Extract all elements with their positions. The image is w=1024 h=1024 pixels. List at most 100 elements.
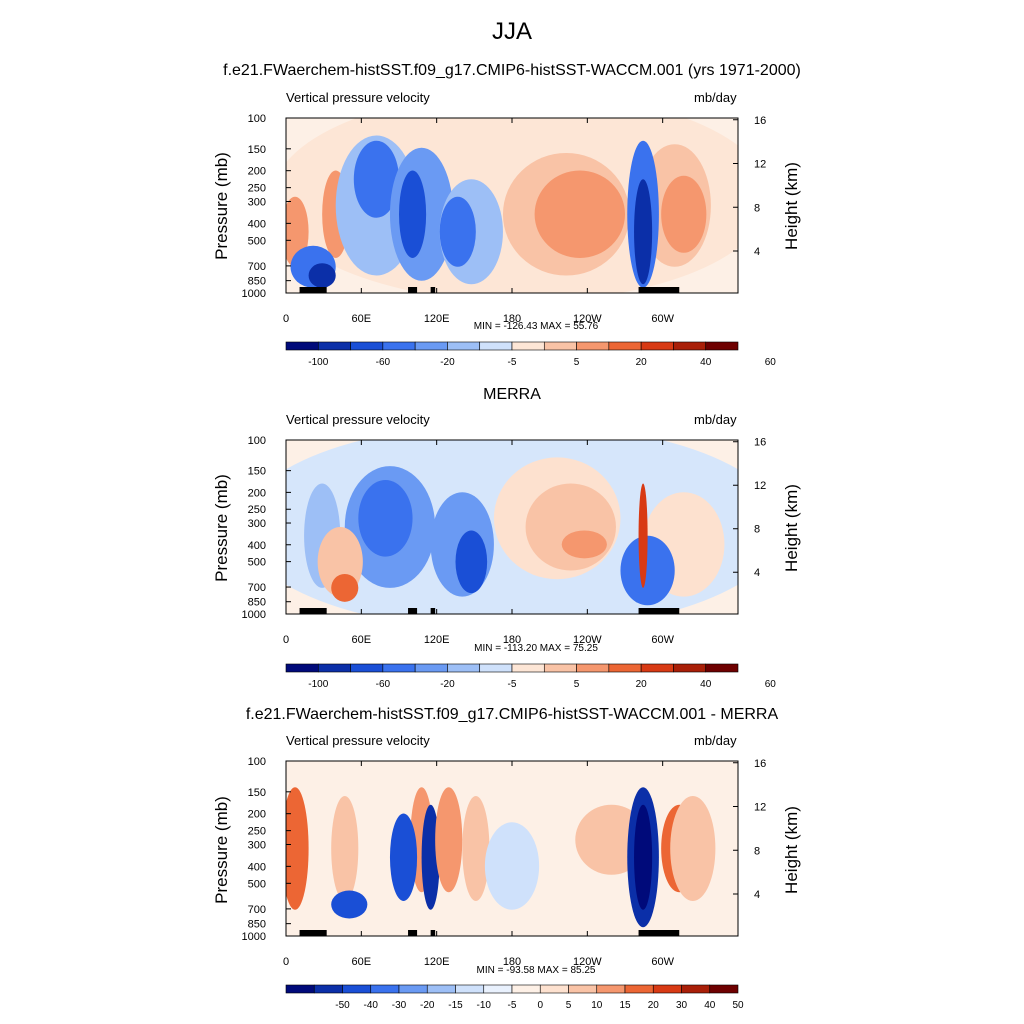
- colorbar-box: [370, 984, 400, 994]
- panel-1-y2label: Height (km): [782, 162, 801, 250]
- y-tick-label: 1000: [242, 609, 266, 621]
- y2-tick-label: 4: [754, 246, 760, 258]
- y-tick-label: 400: [248, 540, 266, 552]
- contour-region: [331, 890, 368, 919]
- colorbar-label: -50: [335, 1000, 350, 1011]
- land-mask: [430, 608, 436, 614]
- colorbar-box: [285, 341, 319, 351]
- colorbar-box: [576, 341, 610, 351]
- contour-region: [331, 796, 359, 901]
- y-tick-label: 850: [248, 597, 266, 609]
- y-tick-label: 400: [248, 218, 266, 230]
- plot-frame: [285, 117, 739, 294]
- colorbar-label: -15: [448, 1000, 463, 1011]
- x-tick-label: 0: [283, 634, 289, 646]
- land-mask: [430, 287, 436, 293]
- y-tick-label: 150: [248, 144, 266, 156]
- colorbar-label: 60: [765, 679, 777, 690]
- colorbar-box: [285, 984, 315, 994]
- colorbar-box: [511, 341, 545, 351]
- contour-field: [286, 440, 738, 614]
- contour-region: [634, 804, 653, 910]
- contour-region: [627, 787, 659, 928]
- colorbar-label: -5: [508, 679, 517, 690]
- panel-1-minmax: MIN = -126.43 MAX = 55.76: [473, 321, 599, 332]
- plot-background: [286, 118, 738, 293]
- colorbar-label: 15: [619, 1000, 631, 1011]
- contour-region: [317, 527, 363, 597]
- y-tick-label: 300: [248, 518, 266, 530]
- colorbar-box: [543, 341, 577, 351]
- colorbar-box: [640, 341, 674, 351]
- contour-region: [493, 457, 621, 580]
- colorbar-box: [576, 663, 610, 673]
- contour-region: [661, 175, 707, 253]
- colorbar-box: [543, 663, 577, 673]
- contour-region: [455, 530, 488, 594]
- colorbar-label: 5: [566, 1000, 572, 1011]
- colorbar-label: -5: [508, 1000, 517, 1011]
- colorbar-label: 0: [537, 1000, 543, 1011]
- contour-field: [286, 761, 738, 936]
- colorbar-box: [382, 663, 416, 673]
- panel-2-ylabel: Pressure (mb): [212, 474, 231, 582]
- colorbar-label: 40: [704, 1000, 716, 1011]
- contour-region: [358, 480, 413, 557]
- panel-1-ylabel: Pressure (mb): [212, 152, 231, 260]
- contour-region: [286, 196, 309, 267]
- land-mask: [408, 608, 418, 614]
- land-mask: [430, 930, 436, 936]
- contour-region: [308, 263, 336, 288]
- land-mask: [408, 930, 418, 936]
- colorbar-box: [511, 663, 545, 673]
- colorbar-label: -60: [376, 679, 391, 690]
- contour-region: [399, 170, 427, 258]
- colorbar-box: [447, 341, 481, 351]
- colorbar-box: [398, 984, 428, 994]
- y-tick-label: 250: [248, 826, 266, 838]
- panel-3-y2label: Height (km): [782, 806, 801, 894]
- contour-region: [344, 466, 436, 588]
- y-tick-label: 100: [248, 435, 266, 447]
- land-mask: [638, 608, 680, 614]
- contour-region: [439, 179, 503, 285]
- contour-region: [534, 170, 625, 258]
- colorbar-box: [414, 341, 448, 351]
- y-tick-label: 850: [248, 919, 266, 931]
- y-tick-label: 200: [248, 809, 266, 821]
- colorbar-box: [673, 341, 707, 351]
- y-tick-label: 700: [248, 261, 266, 273]
- plot-background: [286, 440, 738, 614]
- contour-region: [627, 140, 659, 288]
- contour-region: [286, 761, 738, 936]
- contour-region: [322, 170, 350, 258]
- colorbar-label: 5: [574, 357, 580, 368]
- land-mask: [299, 608, 327, 614]
- colorbar-box: [483, 984, 513, 994]
- y2-tick-label: 16: [754, 115, 766, 127]
- y2-tick-label: 8: [754, 202, 760, 214]
- y2-tick-label: 16: [754, 437, 766, 449]
- y-tick-label: 400: [248, 861, 266, 873]
- contour-region: [389, 147, 454, 281]
- plot-frame: [285, 760, 739, 937]
- panel-2-left-string: Vertical pressure velocity: [286, 412, 430, 427]
- panel-2-minmax: MIN = -113.20 MAX = 75.25: [474, 643, 598, 654]
- colorbar-box: [608, 663, 642, 673]
- contour-region: [484, 822, 540, 910]
- colorbar-box: [447, 663, 481, 673]
- y2-tick-label: 4: [754, 889, 760, 901]
- y-tick-label: 500: [248, 878, 266, 890]
- colorbar-label: -100: [308, 679, 328, 690]
- colorbar-label: -40: [364, 1000, 379, 1011]
- colorbar-label: -20: [440, 357, 455, 368]
- contour-region: [286, 440, 738, 614]
- y2-tick-label: 12: [754, 159, 766, 171]
- colorbar-label: -60: [376, 357, 391, 368]
- y2-tick-label: 12: [754, 802, 766, 814]
- colorbar-label: 20: [636, 679, 648, 690]
- contour-region: [561, 530, 607, 559]
- y2-tick-label: 8: [754, 845, 760, 857]
- colorbar-box: [681, 984, 711, 994]
- y-tick-label: 200: [248, 166, 266, 178]
